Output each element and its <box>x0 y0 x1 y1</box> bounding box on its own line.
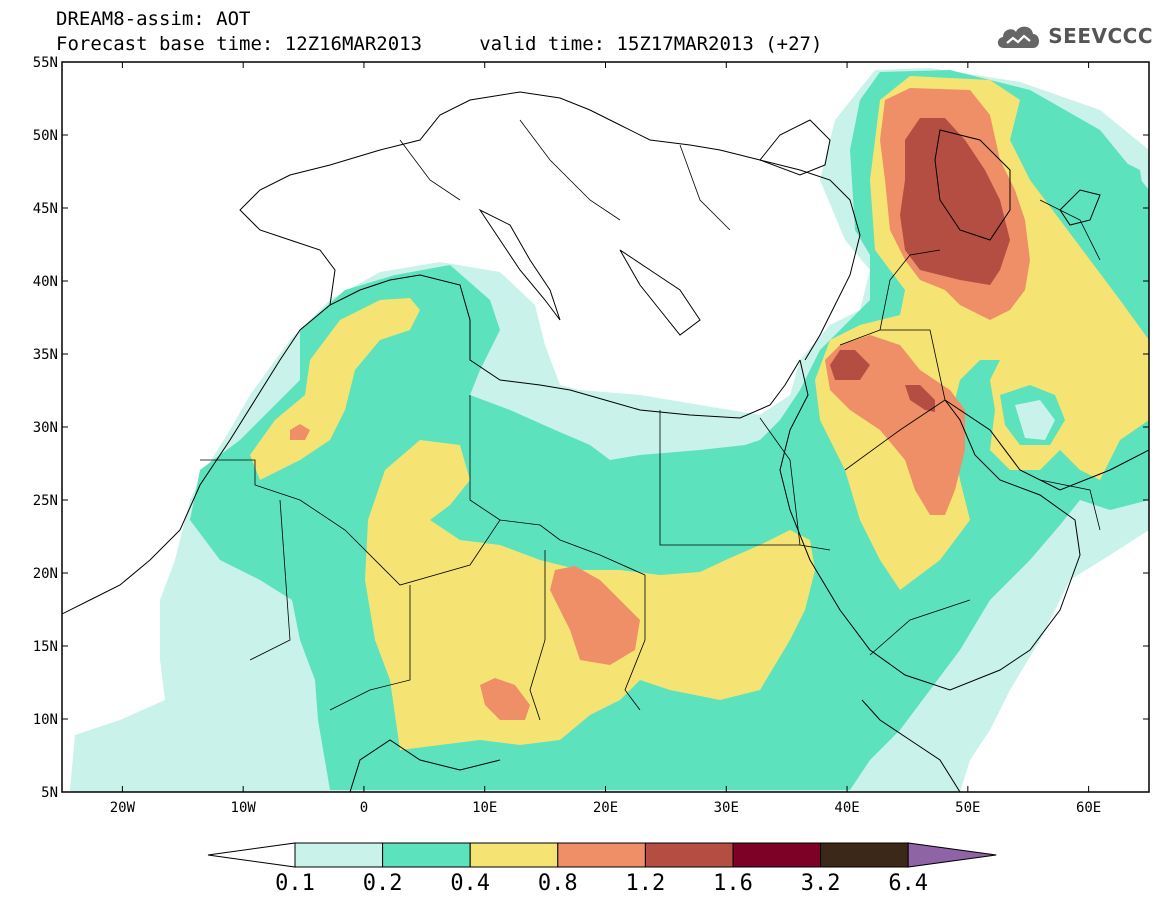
colorbar-label: 0.1 <box>275 871 315 896</box>
colorbar-under-triangle <box>207 842 296 868</box>
lon-tick-label: 10W <box>231 800 257 816</box>
seevccc-logo: SEEVCCC <box>994 20 1153 52</box>
lon-tick-label: 40E <box>834 800 859 816</box>
lat-tick-label: 45N <box>33 201 58 217</box>
lon-tick-label: 0 <box>360 800 368 816</box>
colorbar-label: 6.4 <box>888 871 928 896</box>
colorbar-over-triangle <box>907 842 997 868</box>
colorbar-segment <box>557 842 646 868</box>
lon-tick-label: 20E <box>593 800 618 816</box>
aot-field <box>70 68 1149 792</box>
lat-tick-label: 5N <box>41 785 58 801</box>
colorbar: 0.1 0.2 0.4 0.8 1.2 1.6 3.2 6.4 <box>207 842 997 896</box>
coastlines <box>62 91 1149 792</box>
lat-tick-label: 20N <box>33 566 58 582</box>
colorbar-segment <box>820 842 909 868</box>
country-borders <box>200 119 1101 721</box>
lat-tick-label: 15N <box>33 639 58 655</box>
colorbar-segment <box>644 842 734 868</box>
lat-tick-label: 40N <box>33 274 58 290</box>
colorbar-label: 1.6 <box>713 871 753 896</box>
axis-ticks: 55N 50N 45N 40N 35N 30N 25N 20N 15N 10N 5N 20W 10W 0 1… <box>33 55 1149 816</box>
lon-tick-label: 30E <box>714 800 739 816</box>
lon-tick-label: 60E <box>1076 800 1101 816</box>
lat-tick-label: 50N <box>33 128 58 144</box>
colorbar-segment <box>732 842 822 868</box>
colorbar-label: 0.8 <box>538 871 578 896</box>
aot-level-1.2 <box>830 118 1010 412</box>
lat-tick-label: 35N <box>33 347 58 363</box>
lat-tick-label: 30N <box>33 420 58 436</box>
colorbar-label: 0.2 <box>363 871 403 896</box>
logo-text: SEEVCCC <box>1048 24 1153 48</box>
colorbar-segment <box>294 842 384 868</box>
lon-tick-label: 50E <box>955 800 980 816</box>
colorbar-segment <box>382 842 471 868</box>
forecast-time-line: Forecast base time: 12Z16MAR2013 valid t… <box>56 33 823 55</box>
colorbar-label: 1.2 <box>626 871 666 896</box>
lon-tick-label: 10E <box>472 800 497 816</box>
colorbar-segment <box>469 842 559 868</box>
map-title: DREAM8-assim: AOT <box>56 8 251 30</box>
lat-tick-label: 55N <box>33 55 58 71</box>
cloud-icon <box>998 26 1040 48</box>
lat-tick-label: 10N <box>33 712 58 728</box>
colorbar-label: 0.4 <box>450 871 490 896</box>
colorbar-label: 3.2 <box>801 871 841 896</box>
lon-tick-label: 20W <box>110 800 136 816</box>
lat-tick-label: 25N <box>33 493 58 509</box>
